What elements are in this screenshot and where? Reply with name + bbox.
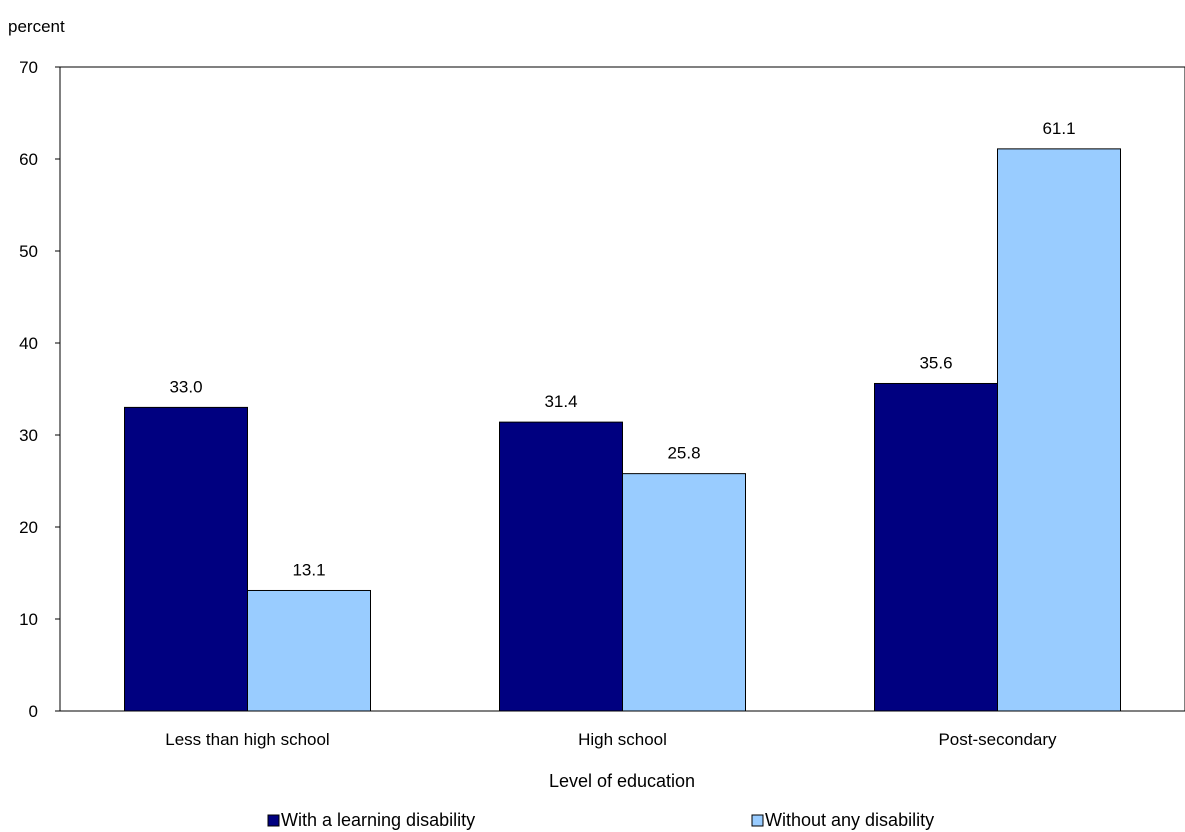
y-tick-label: 20 [19, 518, 38, 537]
bar-value-label: 61.1 [1042, 119, 1075, 138]
y-tick-label: 40 [19, 334, 38, 353]
y-tick-label: 60 [19, 150, 38, 169]
bar-value-label: 25.8 [667, 444, 700, 463]
x-axis-title: Level of education [549, 771, 695, 791]
bar [124, 406, 248, 712]
legend-label: With a learning disability [281, 810, 475, 830]
y-tick-label: 0 [29, 702, 38, 721]
y-tick-label: 30 [19, 426, 38, 445]
legend: With a learning disability Without any di… [267, 810, 934, 830]
legend-swatch [751, 814, 764, 827]
x-tick-label: Post-secondary [938, 730, 1057, 749]
bar [247, 589, 371, 712]
legend-label: Without any disability [765, 810, 934, 830]
y-tick-label: 10 [19, 610, 38, 629]
legend-swatch [267, 814, 280, 827]
bar-value-label: 13.1 [292, 560, 325, 579]
bar [997, 148, 1121, 712]
y-tick-label: 50 [19, 242, 38, 261]
bar-value-label: 31.4 [544, 392, 577, 411]
x-tick-label: Less than high school [165, 730, 329, 749]
bar [874, 382, 998, 712]
y-tick-label: 70 [19, 58, 38, 77]
bars [124, 148, 1121, 712]
bar [622, 473, 746, 712]
data-labels: 33.0 13.1 31.4 25.8 35.6 61.1 [169, 119, 1075, 580]
x-axis: Less than high school High school Post-sec… [165, 730, 1057, 749]
y-axis-title: percent [8, 17, 65, 36]
y-axis: 0 10 20 30 40 50 60 70 [19, 58, 60, 721]
bar-value-label: 35.6 [919, 353, 952, 372]
bar [499, 421, 623, 712]
bar-value-label: 33.0 [169, 377, 202, 396]
x-tick-label: High school [578, 730, 667, 749]
